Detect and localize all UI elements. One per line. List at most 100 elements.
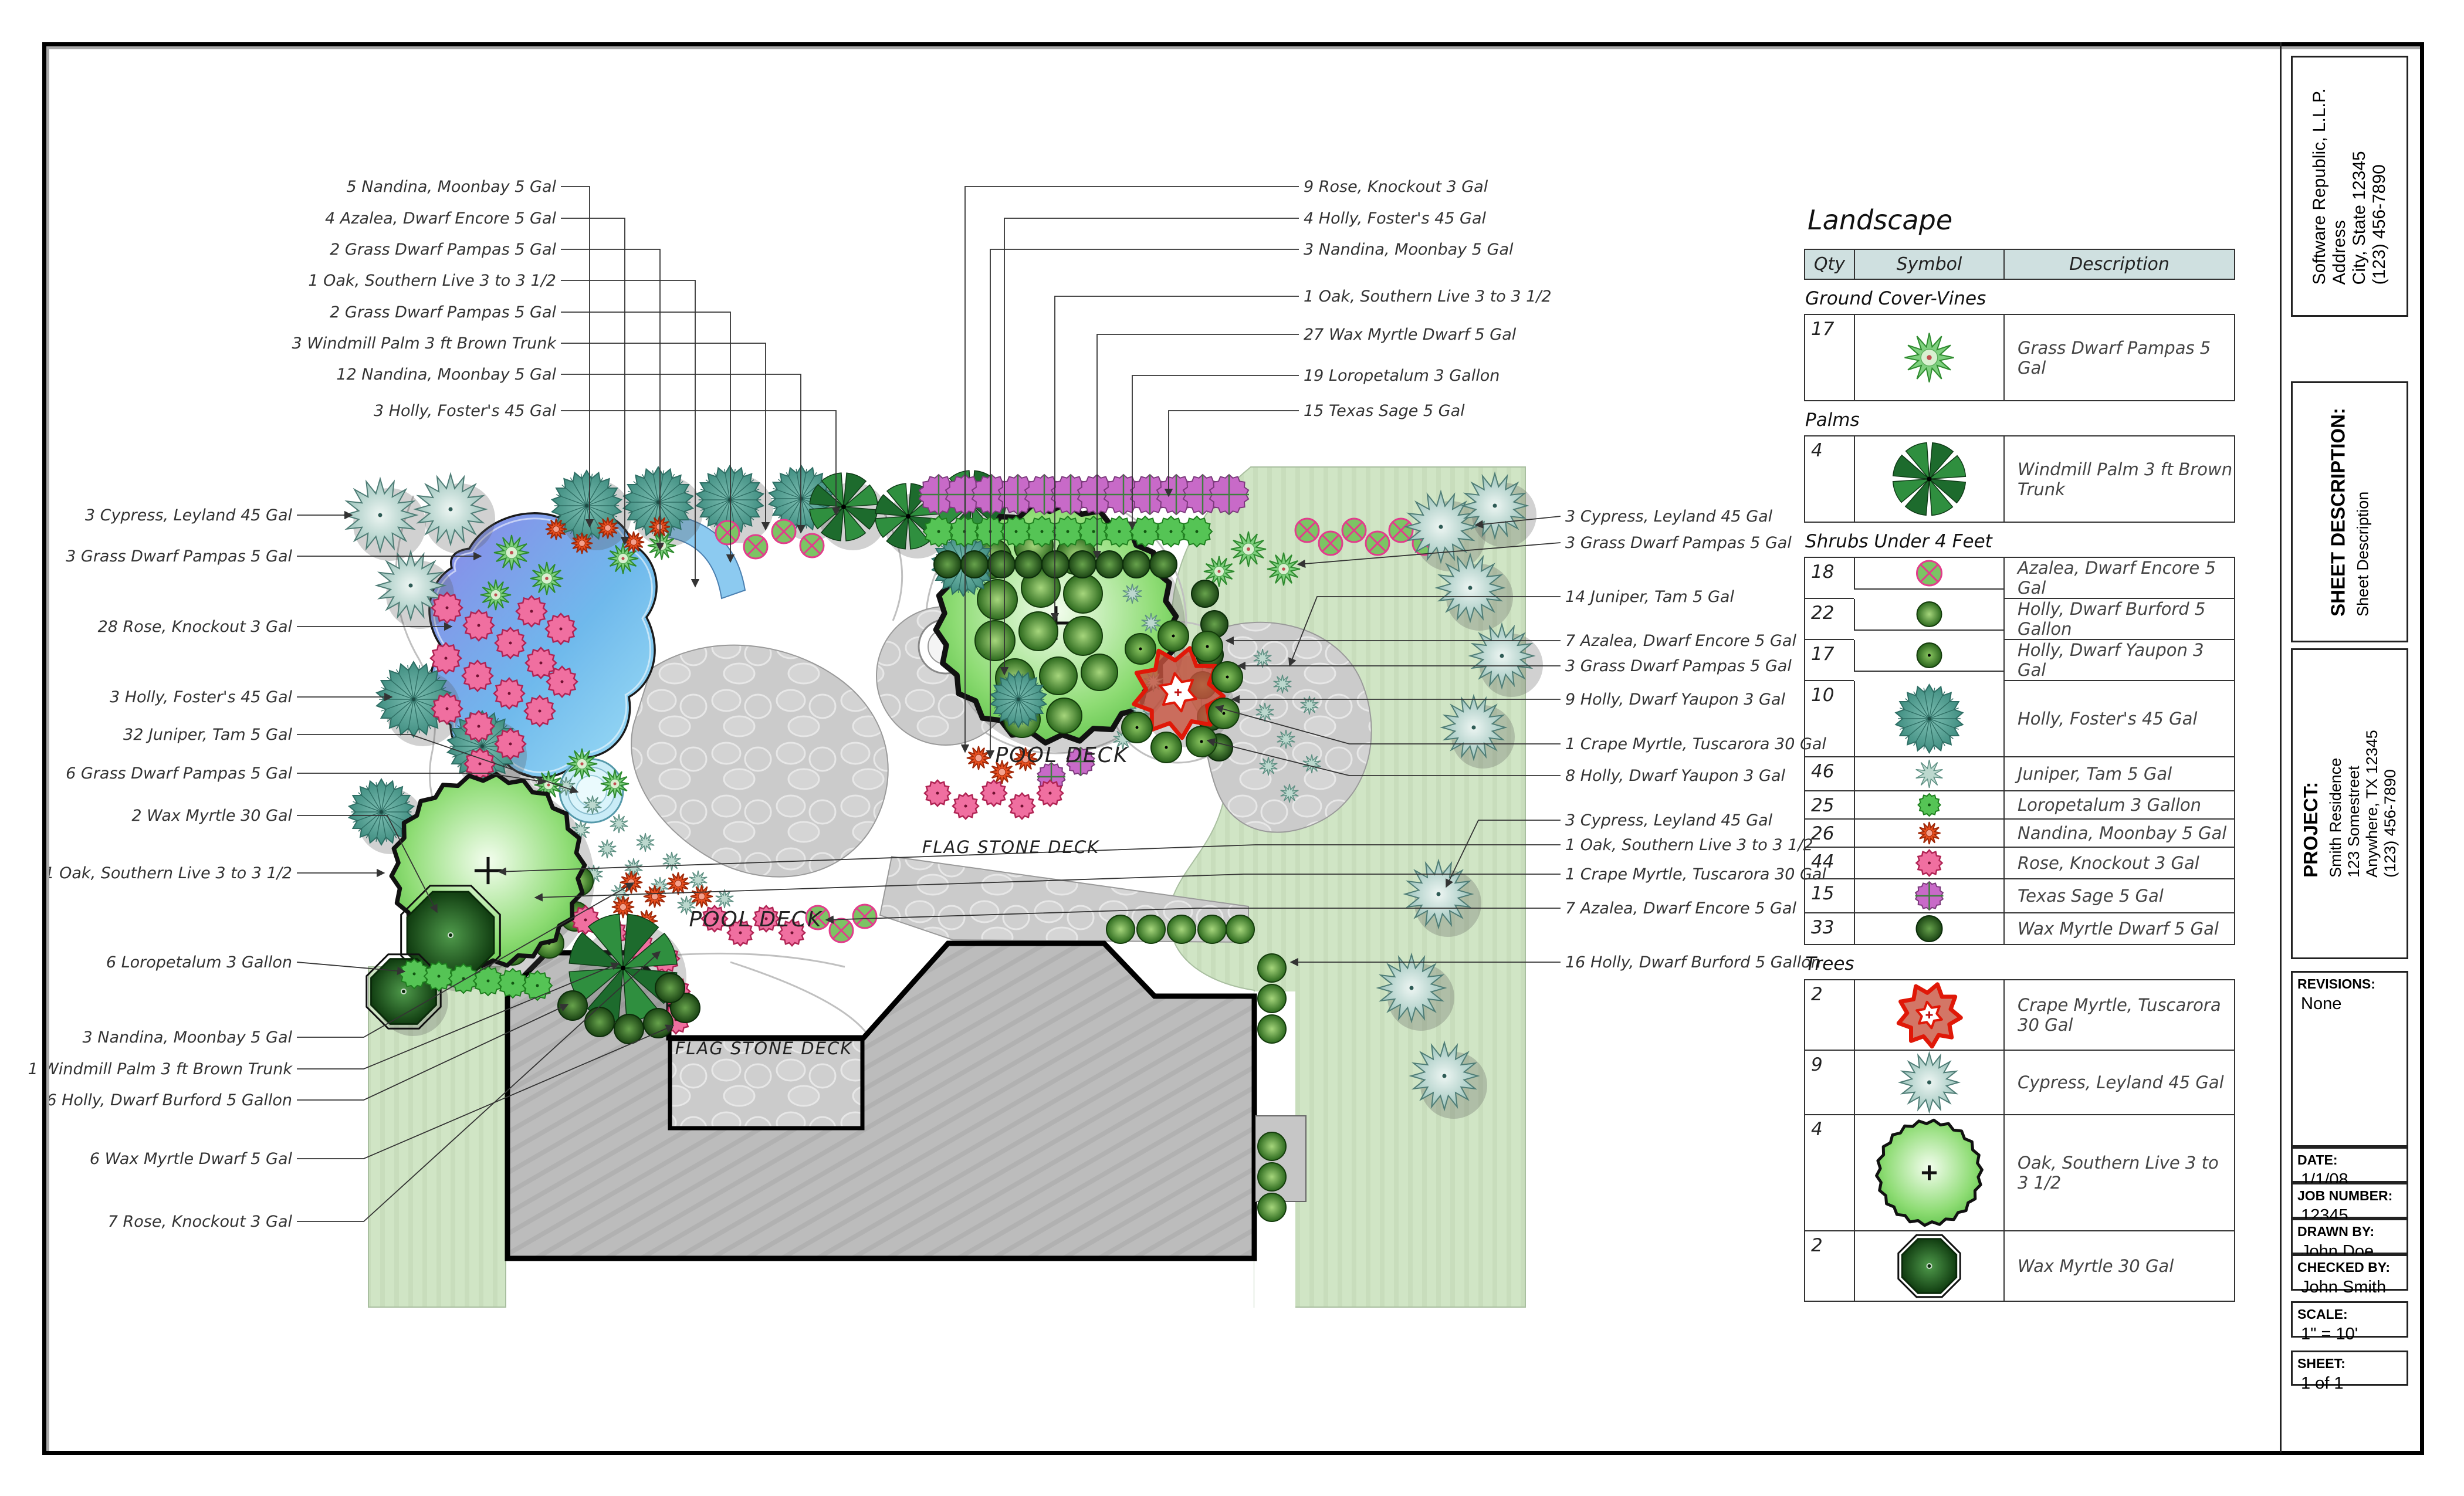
plant-lo bbox=[448, 963, 479, 994]
date-label: DATE: bbox=[2297, 1152, 2338, 1167]
callout-label: 15 Texas Sage 5 Gal bbox=[1304, 402, 1465, 420]
revisions-value: None bbox=[2301, 994, 2342, 1013]
drawn-by-label: DRAWN BY: bbox=[2297, 1224, 2375, 1239]
legend-symbol-oak-southern-live bbox=[1854, 1115, 2003, 1231]
legend-row: 9 Cypress, Leyland 45 Gal bbox=[1804, 1051, 2235, 1115]
legend-row: 26 Nandina, Moonbay 5 Gal bbox=[1804, 820, 2235, 848]
plant-bu bbox=[1257, 1193, 1287, 1222]
plant-ro bbox=[952, 792, 980, 820]
plant-az bbox=[1294, 517, 1320, 543]
deck-label: POOL DECK bbox=[689, 908, 822, 932]
plant-ro bbox=[493, 677, 526, 710]
plant-fo bbox=[375, 661, 452, 738]
plant-ro bbox=[1008, 792, 1036, 820]
legend-symbol-wax-myrtle-30 bbox=[1854, 1231, 2003, 1302]
callout-label: 9 Holly, Dwarf Yaupon 3 Gal bbox=[1565, 691, 1785, 709]
plant-bu bbox=[1167, 915, 1196, 944]
scale-box: SCALE: 1" = 10' bbox=[2291, 1301, 2408, 1343]
plant-na bbox=[1013, 747, 1038, 771]
plant-ro bbox=[546, 665, 578, 698]
plant-ju bbox=[1253, 648, 1272, 668]
plant-ro bbox=[700, 905, 729, 933]
legend-description: Holly, Foster's 45 Gal bbox=[2003, 681, 2235, 757]
plant-ju bbox=[636, 832, 655, 852]
plant-ju bbox=[1300, 695, 1319, 715]
callout-label: 6 Grass Dwarf Pampas 5 Gal bbox=[66, 764, 292, 783]
callout-label: 2 Wax Myrtle 30 Gal bbox=[131, 807, 292, 825]
plant-lo bbox=[522, 970, 553, 1001]
plant-yo bbox=[1211, 661, 1243, 693]
callout-label: 1 Oak, Southern Live 3 to 3 1/2 bbox=[44, 864, 292, 882]
callout-label: 1 Crape Myrtle, Tuscarora 30 Gal bbox=[1565, 735, 1826, 753]
legend-description: Grass Dwarf Pampas 5 Gal bbox=[2003, 314, 2235, 401]
plant-az bbox=[799, 533, 825, 559]
callout-label: 3 Grass Dwarf Pampas 5 Gal bbox=[1565, 534, 1792, 552]
legend-qty: 17 bbox=[1804, 314, 1854, 401]
callout-label: 3 Nandina, Moonbay 5 Gal bbox=[83, 1028, 293, 1047]
plant-pa bbox=[607, 543, 639, 574]
callout-label: 7 Rose, Knockout 3 Gal bbox=[108, 1213, 293, 1231]
legend-title: Landscape bbox=[1808, 204, 1953, 236]
legend-symbol-juniper-tam bbox=[1854, 757, 2003, 791]
plant-wd bbox=[557, 990, 588, 1021]
legend-row: 25 Loropetalum 3 Gallon bbox=[1804, 791, 2235, 820]
plant-cy bbox=[1376, 952, 1447, 1024]
checked-by-label: CHECKED BY: bbox=[2297, 1260, 2391, 1275]
plant-bu bbox=[1136, 915, 1166, 944]
callout-label: 6 Loropetalum 3 Gallon bbox=[106, 953, 292, 972]
callout-label: 3 Nandina, Moonbay 5 Gal bbox=[1304, 241, 1514, 259]
plant-ju bbox=[583, 795, 602, 815]
plant-lo bbox=[1180, 515, 1213, 548]
legend-row: 2 Wax Myrtle 30 Gal bbox=[1804, 1231, 2235, 1302]
plant-bu bbox=[1063, 616, 1103, 656]
legend-qty: 26 bbox=[1804, 820, 1854, 848]
legend-qty: 9 bbox=[1804, 1051, 1854, 1115]
callout-label: 5 Nandina, Moonbay 5 Gal bbox=[347, 178, 557, 196]
legend-row: 22 Holly, Dwarf Burford 5 Gallon bbox=[1804, 599, 2235, 640]
legend-header-row: Qty Symbol Description bbox=[1804, 249, 2235, 280]
legend-qty: 4 bbox=[1804, 1115, 1854, 1231]
legend-row: 2 Crape Myrtle, Tuscarora 30 Gal bbox=[1804, 979, 2235, 1051]
sheet-description-box: SHEET DESCRIPTION: Sheet Description bbox=[2291, 381, 2408, 642]
plant-ro bbox=[524, 647, 557, 679]
plant-pa bbox=[480, 579, 512, 611]
legend-row: 4 Windmill Palm 3 ft Brown Trunk bbox=[1804, 435, 2235, 523]
deck-label: FLAG STONE DECK bbox=[675, 1038, 852, 1058]
plant-sa bbox=[1209, 473, 1250, 516]
legend-symbol-crape-myrtle bbox=[1854, 979, 2003, 1051]
plant-ro bbox=[523, 695, 556, 727]
plant-cy bbox=[1440, 693, 1508, 761]
plant-lo bbox=[398, 958, 430, 990]
legend-description: Azalea, Dwarf Encore 5 Gal bbox=[2003, 557, 2235, 599]
sheet-border bbox=[42, 42, 2424, 1455]
scale-label: SCALE: bbox=[2297, 1307, 2348, 1322]
legend-description: Holly, Dwarf Burford 5 Gallon bbox=[2003, 599, 2235, 640]
plant-cy bbox=[1434, 552, 1506, 624]
callout-labels: 5 Nandina, Moonbay 5 Gal 4 Azalea, Dwarf … bbox=[28, 178, 1826, 1231]
callout-label: 12 Nandina, Moonbay 5 Gal bbox=[336, 365, 556, 384]
plant-ro bbox=[726, 919, 754, 947]
swimming-pool bbox=[428, 510, 746, 779]
callout-label: 1 Windmill Palm 3 ft Brown Trunk bbox=[28, 1060, 293, 1078]
plant-sa bbox=[1182, 473, 1223, 516]
plant-ju bbox=[1277, 729, 1295, 749]
legend-qty: 15 bbox=[1804, 879, 1854, 913]
plant-cy bbox=[1403, 858, 1474, 930]
plant-ju bbox=[1302, 754, 1321, 774]
plant-ju bbox=[1255, 702, 1274, 722]
legend-section-label: Ground Cover-Vines bbox=[1805, 288, 1986, 309]
callout-label: 16 Holly, Dwarf Burford 5 Gallon bbox=[1565, 953, 1821, 972]
plant-na bbox=[643, 885, 666, 908]
callout-label: 1 Oak, Southern Live 3 to 3 1/2 bbox=[308, 272, 556, 290]
legend-symbol-holly-dwarf-burford bbox=[1854, 599, 2003, 631]
plant-wd bbox=[1191, 580, 1219, 608]
plant-yo bbox=[1121, 712, 1153, 743]
plant-ju bbox=[1141, 612, 1161, 634]
plant-az bbox=[1318, 530, 1343, 556]
plant-bu bbox=[1226, 915, 1255, 944]
plant-ju bbox=[557, 776, 576, 796]
legend-col-symbol: Symbol bbox=[1854, 249, 2003, 280]
plant-bu bbox=[1039, 656, 1078, 695]
plant-ro bbox=[461, 659, 494, 692]
